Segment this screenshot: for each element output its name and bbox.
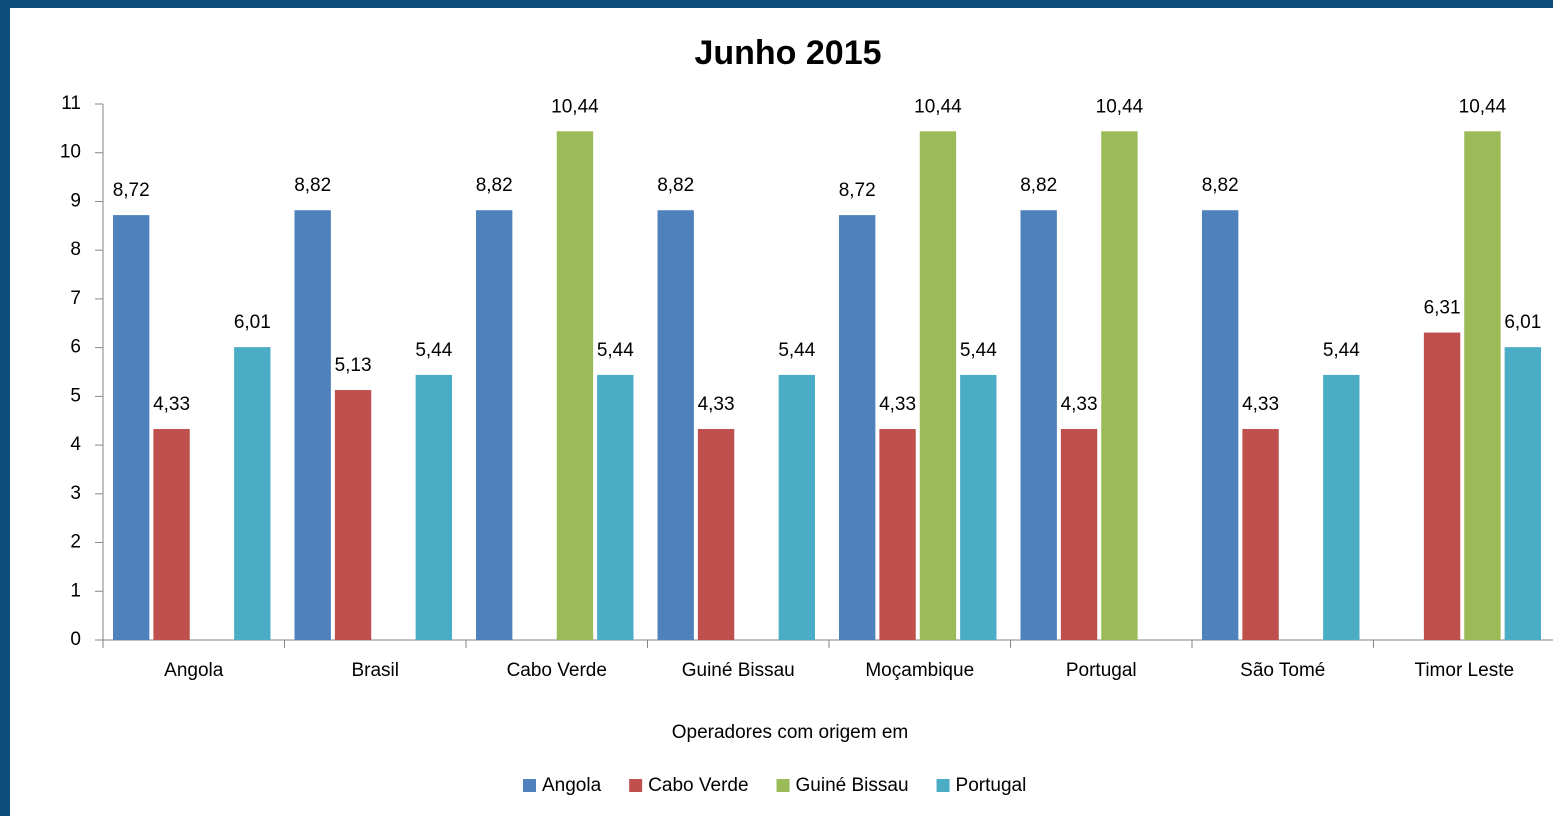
data-label: 4,33 (1242, 394, 1279, 415)
x-tick-label: Guiné Bissau (682, 660, 795, 681)
bar (113, 215, 150, 640)
x-tick-label: Cabo Verde (507, 660, 607, 681)
bar (1323, 374, 1360, 640)
y-tick-label: 5 (70, 385, 81, 406)
bar (778, 374, 815, 640)
y-tick-label: 8 (70, 239, 81, 260)
x-tick-label: Timor Leste (1414, 660, 1514, 681)
x-tick-label: Brasil (351, 660, 399, 681)
bar (1504, 347, 1541, 640)
bar (657, 210, 694, 640)
legend-label: Portugal (956, 775, 1027, 796)
bar (334, 390, 372, 640)
bar (879, 429, 916, 640)
y-tick-label: 0 (70, 629, 81, 650)
data-label: 8,72 (113, 180, 150, 201)
data-label: 4,33 (153, 394, 190, 415)
data-label: 8,82 (657, 175, 694, 196)
y-tick-label: 2 (70, 532, 81, 553)
data-label: 4,33 (1061, 394, 1098, 415)
data-label: 5,13 (335, 355, 372, 376)
bar (697, 429, 735, 640)
data-label: 10,44 (1096, 96, 1144, 117)
data-label: 5,44 (597, 340, 634, 361)
data-label: 4,33 (698, 394, 735, 415)
x-tick-label: Angola (164, 660, 224, 681)
y-tick-label: 3 (70, 483, 81, 504)
data-label: 8,82 (1020, 175, 1057, 196)
data-label: 10,44 (914, 96, 962, 117)
bar (153, 429, 190, 640)
bar (1101, 131, 1138, 640)
y-tick-label: 9 (70, 190, 81, 211)
x-tick-label: Portugal (1066, 660, 1137, 681)
bar (919, 131, 957, 640)
legend-swatch (936, 779, 950, 792)
bar (960, 374, 997, 640)
bar (1202, 210, 1239, 640)
legend-swatch (523, 779, 536, 792)
y-tick-label: 11 (61, 93, 81, 114)
x-tick-label: Moçambique (865, 660, 974, 681)
y-tick-label: 1 (70, 580, 81, 601)
data-label: 6,31 (1424, 298, 1461, 319)
bar (556, 131, 594, 640)
legend-label: Cabo Verde (648, 775, 748, 796)
bar (234, 347, 271, 640)
bar (476, 210, 513, 640)
bar (1464, 131, 1501, 640)
legend-label: Guiné Bissau (796, 775, 909, 796)
y-tick-label: 6 (70, 337, 81, 358)
bar (1020, 210, 1057, 640)
data-label: 6,01 (1504, 312, 1541, 333)
x-axis-label: Operadores com origem em (672, 722, 909, 743)
data-label: 8,82 (1202, 175, 1239, 196)
y-tick-label: 7 (70, 288, 81, 309)
legend-swatch (776, 779, 790, 792)
bar (839, 215, 876, 640)
data-label: 8,82 (476, 175, 513, 196)
bar (294, 210, 331, 640)
x-tick-label: São Tomé (1240, 660, 1325, 681)
bar (597, 374, 634, 640)
y-tick-label: 10 (60, 142, 81, 163)
bar (1423, 332, 1461, 640)
data-label: 8,72 (839, 180, 876, 201)
data-label: 10,44 (551, 96, 599, 117)
legend-label: Angola (542, 775, 602, 796)
bar (415, 374, 452, 640)
data-label: 4,33 (879, 394, 916, 415)
bar (1242, 429, 1279, 640)
data-label: 5,44 (1323, 340, 1360, 361)
y-tick-label: 4 (70, 434, 81, 455)
bar (1060, 429, 1098, 640)
data-label: 5,44 (415, 340, 452, 361)
data-label: 6,01 (234, 312, 271, 333)
data-label: 5,44 (778, 340, 815, 361)
data-label: 8,82 (294, 175, 331, 196)
data-label: 5,44 (960, 340, 997, 361)
legend-swatch (629, 779, 643, 792)
data-label: 10,44 (1459, 96, 1507, 117)
chart-title: Junho 2015 (694, 34, 881, 72)
